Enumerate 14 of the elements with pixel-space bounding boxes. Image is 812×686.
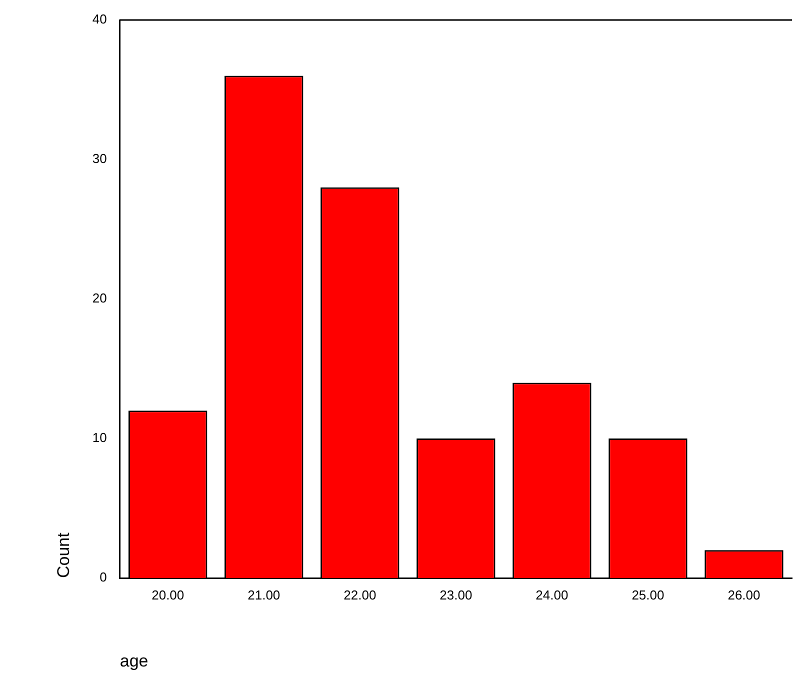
y-tick-label: 40 <box>92 12 107 27</box>
x-tick-label: 23.00 <box>440 587 472 602</box>
x-tick-label: 21.00 <box>248 587 280 602</box>
x-tick-label: 22.00 <box>344 587 376 602</box>
x-axis-title: age <box>120 651 148 670</box>
y-tick-label: 20 <box>92 290 107 306</box>
y-axis-title: Count <box>54 532 73 578</box>
y-tick-label: 10 <box>92 430 107 446</box>
x-tick-label: 25.00 <box>632 587 664 602</box>
y-tick-label: 0 <box>100 570 107 585</box>
x-tick-label: 26.00 <box>728 587 760 602</box>
x-tick-label: 20.00 <box>152 587 184 602</box>
x-tick-label: 24.00 <box>536 587 568 602</box>
y-tick-label: 30 <box>92 151 107 166</box>
